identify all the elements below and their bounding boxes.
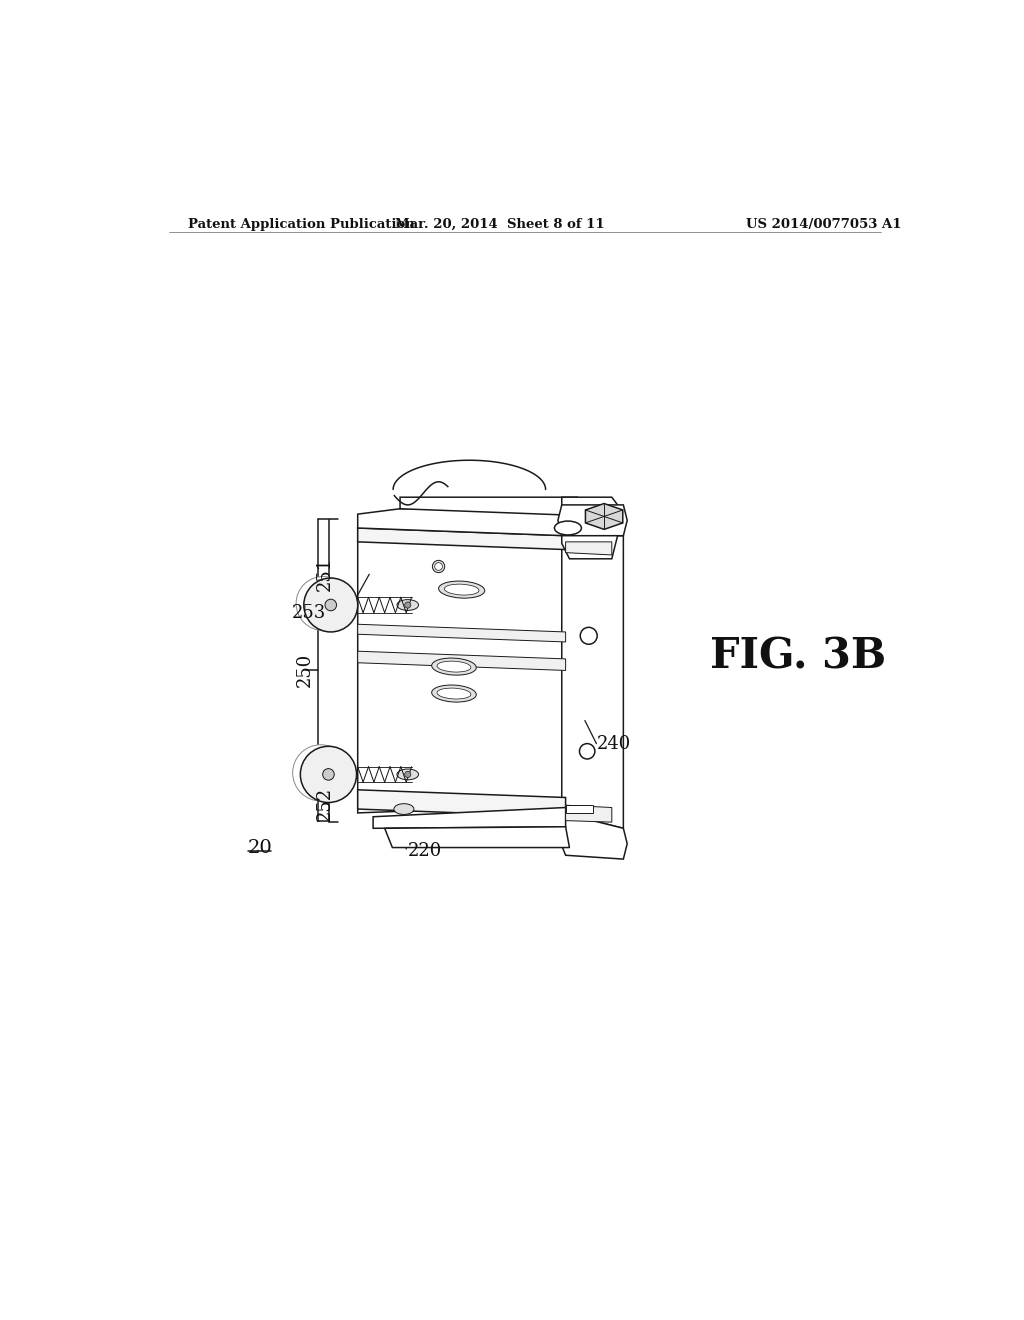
Ellipse shape: [397, 599, 419, 610]
Ellipse shape: [432, 560, 444, 573]
Ellipse shape: [404, 602, 411, 609]
Polygon shape: [565, 543, 611, 554]
Ellipse shape: [435, 562, 442, 570]
Ellipse shape: [293, 744, 349, 801]
Text: 253: 253: [292, 603, 327, 622]
Text: 220: 220: [408, 842, 442, 861]
Polygon shape: [562, 498, 624, 558]
Polygon shape: [357, 651, 565, 671]
Text: 252: 252: [315, 787, 334, 821]
Text: Patent Application Publication: Patent Application Publication: [188, 218, 415, 231]
Ellipse shape: [325, 599, 337, 611]
Text: Mar. 20, 2014  Sheet 8 of 11: Mar. 20, 2014 Sheet 8 of 11: [395, 218, 605, 231]
Ellipse shape: [296, 577, 350, 631]
Polygon shape: [400, 498, 615, 516]
Ellipse shape: [437, 661, 471, 672]
Polygon shape: [565, 805, 593, 813]
Ellipse shape: [323, 768, 334, 780]
Ellipse shape: [300, 746, 356, 803]
Text: 251: 251: [315, 557, 334, 591]
Polygon shape: [558, 506, 628, 536]
Polygon shape: [385, 826, 569, 847]
Polygon shape: [562, 536, 624, 829]
Ellipse shape: [404, 771, 411, 777]
Polygon shape: [357, 528, 565, 549]
Text: US 2014/0077053 A1: US 2014/0077053 A1: [745, 218, 901, 231]
Text: 240: 240: [596, 735, 631, 752]
Ellipse shape: [432, 685, 476, 702]
Text: 250: 250: [296, 652, 313, 686]
Ellipse shape: [581, 627, 597, 644]
Ellipse shape: [437, 688, 471, 700]
Polygon shape: [373, 808, 565, 829]
Ellipse shape: [394, 804, 414, 814]
Polygon shape: [558, 813, 628, 859]
Ellipse shape: [304, 578, 357, 632]
Polygon shape: [357, 508, 604, 536]
Text: FIG. 3B: FIG. 3B: [710, 635, 886, 677]
Polygon shape: [357, 789, 565, 817]
Ellipse shape: [438, 581, 484, 598]
Ellipse shape: [580, 743, 595, 759]
Polygon shape: [565, 805, 611, 822]
Ellipse shape: [444, 585, 479, 595]
Polygon shape: [357, 528, 565, 813]
Ellipse shape: [432, 659, 476, 675]
Ellipse shape: [397, 770, 419, 780]
Ellipse shape: [554, 521, 582, 535]
Polygon shape: [357, 624, 565, 642]
Polygon shape: [586, 503, 623, 529]
Text: 20: 20: [248, 838, 272, 857]
